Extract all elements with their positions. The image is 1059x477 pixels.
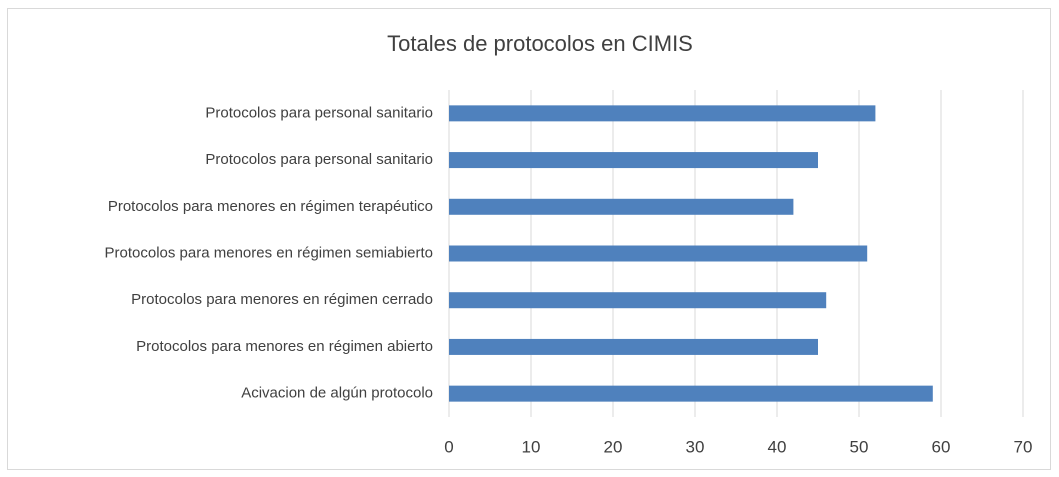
x-tick-label: 30 (686, 437, 705, 456)
x-tick-label: 0 (444, 437, 453, 456)
y-tick-label: Protocolos para menores en régimen abier… (136, 338, 433, 355)
bar (449, 338, 818, 355)
x-tick-label: 20 (604, 437, 623, 456)
bar (449, 152, 818, 169)
bar (449, 292, 827, 309)
bar (449, 385, 933, 402)
y-tick-label: Acivacion de algún protocolo (241, 385, 433, 402)
x-tick-label: 70 (1014, 437, 1033, 456)
x-tick-label: 60 (932, 437, 951, 456)
y-tick-label: Protocolos para personal sanitario (205, 151, 433, 168)
x-tick-label: 40 (768, 437, 787, 456)
x-tick-label: 10 (522, 437, 541, 456)
x-tick-label: 50 (850, 437, 869, 456)
chart-title: Totales de protocolos en CIMIS (387, 31, 693, 56)
bar (449, 105, 876, 122)
y-tick-label: Protocolos para menores en régimen cerra… (131, 291, 433, 308)
y-tick-label: Protocolos para personal sanitario (205, 104, 433, 121)
bar (449, 198, 794, 215)
y-tick-label: Protocolos para menores en régimen semia… (105, 244, 434, 261)
y-tick-label: Protocolos para menores en régimen terap… (108, 198, 433, 215)
bar (449, 245, 868, 262)
